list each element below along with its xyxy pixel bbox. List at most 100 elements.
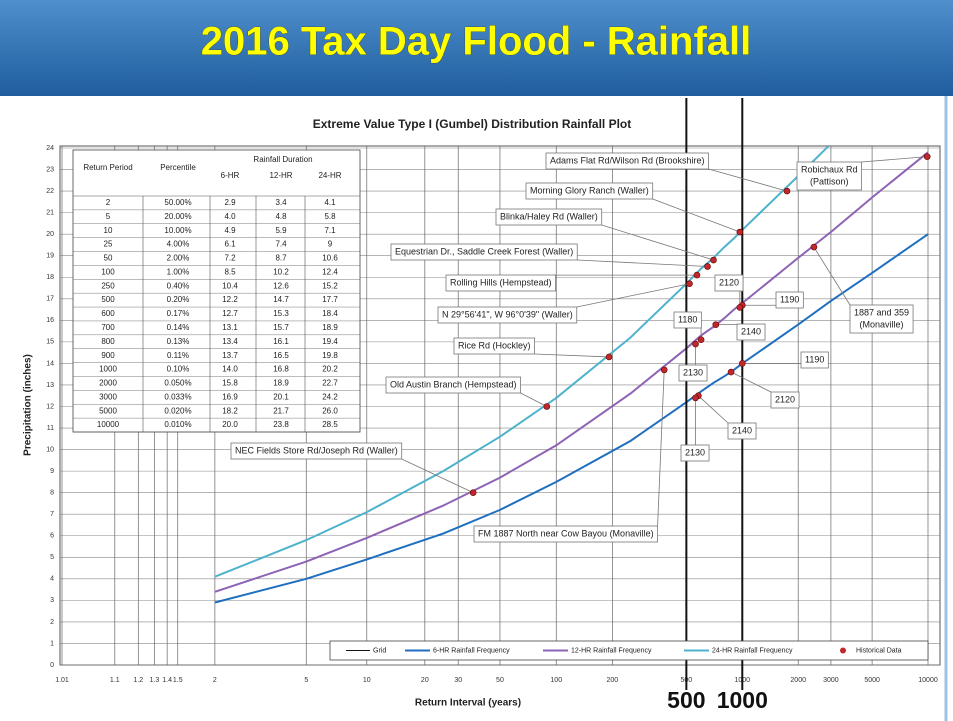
y-tick-label: 21 [46, 209, 54, 216]
callout-label: Rice Rd (Hockley) [458, 340, 531, 350]
historical-point [736, 304, 744, 311]
table-cell: 15.2 [322, 281, 338, 290]
callout-leader [652, 198, 740, 233]
historical-point [704, 263, 711, 270]
historical-point [543, 403, 551, 410]
callout: Rice Rd (Hockley) [453, 337, 610, 358]
y-tick-label: 15 [46, 339, 54, 346]
table-cell: 7.4 [275, 240, 287, 249]
callout-label: 2120 [775, 394, 795, 404]
callout-box [495, 208, 603, 226]
legend-label: Grid [373, 647, 386, 654]
y-tick-label: 19 [46, 253, 54, 260]
y-tick-label: 14 [46, 360, 54, 367]
callout-label: 2130 [685, 447, 705, 457]
callout-box [445, 274, 556, 292]
historical-point [692, 340, 699, 348]
callout-label: Adams Flat Rd/Wilson Rd (Brookshire) [550, 155, 705, 165]
y-tick-label: 10 [46, 446, 54, 453]
y-tick-label: 8 [50, 490, 54, 497]
callout-box [473, 525, 658, 543]
table-cell: 16.5 [273, 351, 289, 360]
table-cell: 0.10% [167, 365, 190, 374]
table-cell: 2000 [99, 379, 117, 388]
x-tick-label: 1.4 [162, 677, 172, 684]
table-cell: 22.7 [322, 379, 338, 388]
y-tick-label: 22 [46, 188, 54, 195]
callout: 1190 [742, 291, 804, 309]
callout-box [230, 442, 403, 460]
table-cell: 18.2 [222, 406, 238, 415]
table-cell: 800 [101, 337, 115, 346]
table-header: Return Period [83, 163, 132, 172]
table-cell: 10.4 [222, 281, 238, 290]
table-cell: 700 [101, 323, 115, 332]
callout-box [736, 323, 766, 341]
table-cell: 10 [104, 226, 113, 235]
table-cell: 20.2 [322, 365, 338, 374]
table-cell: 20.0 [222, 420, 238, 429]
callout-leader [813, 246, 851, 306]
callout: Old Austin Branch (Hempstead) [385, 376, 547, 407]
historical-point [660, 366, 668, 374]
historical-point [710, 256, 717, 264]
chart-title: Extreme Value Type I (Gumbel) Distributi… [313, 117, 632, 131]
x-tick-label: 20 [421, 677, 429, 684]
historical-point [712, 321, 720, 328]
table-cell: 10000 [97, 420, 120, 429]
table-cell: 2.00% [167, 254, 190, 263]
table-cell: 4.8 [275, 212, 287, 221]
table-cell: 50.00% [164, 198, 191, 207]
y-tick-label: 11 [47, 425, 54, 432]
marker-label: 1000 [717, 687, 768, 713]
callout-leader [708, 168, 788, 192]
table-cell: 2 [106, 198, 111, 207]
historical-point [605, 353, 613, 361]
callout-label: Robichaux Rd [801, 164, 858, 174]
table-cell: 4.0 [224, 212, 236, 221]
callout: 2140 [698, 395, 757, 440]
callout-leader [657, 369, 665, 527]
callout-leader [534, 353, 610, 358]
y-tick-label: 17 [46, 296, 54, 303]
table-cell: 23.8 [273, 420, 289, 429]
table-cell: 900 [101, 351, 115, 360]
y-tick-label: 5 [50, 554, 54, 561]
historical-point [736, 228, 744, 236]
marker-label: 500 [667, 687, 705, 713]
table-subheader: 24-HR [318, 171, 341, 180]
y-tick-label: 4 [50, 576, 54, 583]
callout-box [775, 291, 804, 309]
table-cell: 0.050% [164, 379, 191, 388]
callout-label: 1190 [805, 354, 824, 364]
historical-point [697, 336, 705, 344]
y-tick-label: 9 [50, 468, 54, 475]
table-header: Percentile [160, 163, 196, 172]
table-cell: 500 [101, 295, 115, 304]
callout-label: (Monaville) [860, 319, 904, 329]
y-tick-label: 1 [50, 640, 54, 647]
historical-point [693, 271, 701, 279]
table-cell: 20.00% [164, 212, 191, 221]
table-cell: 0.13% [167, 337, 190, 346]
table-cell: 16.8 [273, 365, 289, 374]
legend-label: 24-HR Rainfall Frequency [712, 647, 793, 654]
callout: 2120 [714, 274, 744, 308]
y-tick-label: 13 [46, 382, 54, 389]
legend-box [329, 640, 929, 661]
series-line [214, 233, 929, 604]
callout-label: 1180 [678, 314, 697, 324]
historical-point [810, 243, 818, 251]
x-tick-label: 1.01 [55, 677, 69, 684]
table-subheader: 6-HR [221, 171, 240, 180]
table-cell: 4.9 [224, 226, 236, 235]
callout: 2130 [678, 344, 708, 382]
callout-leader [861, 156, 928, 163]
callout-leader [576, 283, 690, 308]
callout-label: Equestrian Dr., Saddle Creek Forest (Wal… [395, 246, 573, 256]
callout-box [385, 376, 521, 394]
table-frame [72, 149, 361, 433]
table-cell: 12.6 [273, 281, 289, 290]
y-tick-label: 3 [50, 597, 54, 604]
table-cell: 0.40% [167, 281, 190, 290]
